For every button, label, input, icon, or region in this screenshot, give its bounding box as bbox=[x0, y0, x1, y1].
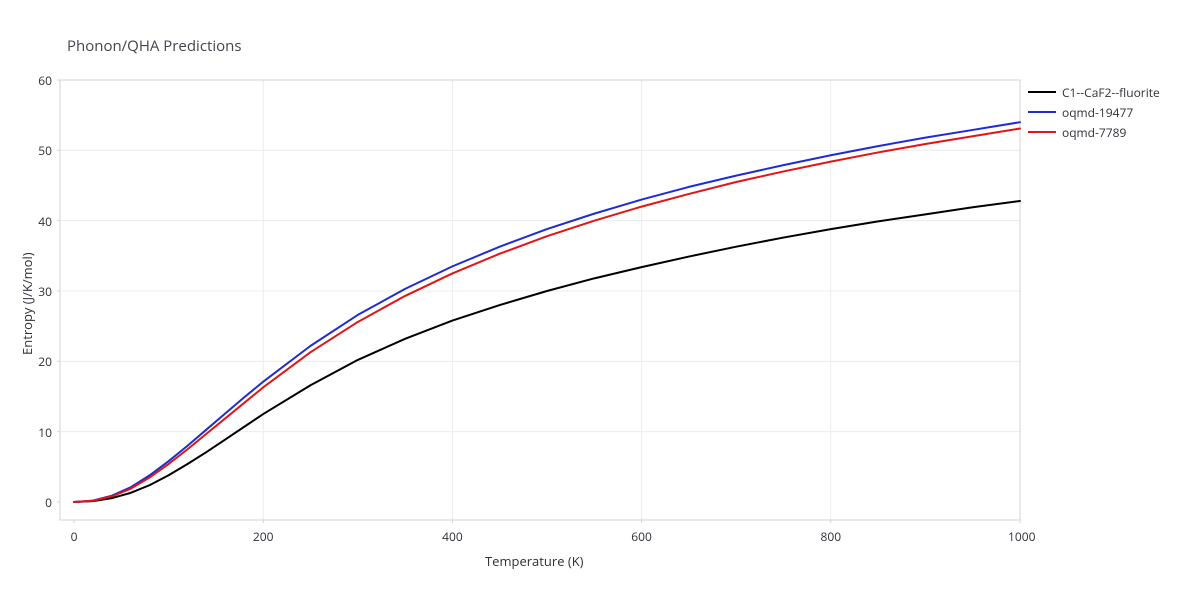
chart-title: Phonon/QHA Predictions bbox=[67, 36, 242, 56]
x-tick-label: 1000 bbox=[1008, 528, 1032, 545]
legend-swatch bbox=[1028, 91, 1056, 93]
chart-root: Phonon/QHA Predictions Temperature (K) E… bbox=[0, 0, 1200, 600]
legend-label: C1--CaF2--fluorite bbox=[1062, 84, 1160, 101]
y-tick-label: 0 bbox=[24, 494, 52, 511]
series-line bbox=[74, 201, 1020, 502]
legend-swatch bbox=[1028, 111, 1056, 113]
y-tick-label: 50 bbox=[24, 142, 52, 159]
legend-item[interactable]: oqmd-7789 bbox=[1028, 122, 1160, 142]
legend-label: oqmd-7789 bbox=[1062, 124, 1126, 141]
y-tick-label: 20 bbox=[24, 353, 52, 370]
legend: C1--CaF2--fluorite oqmd-19477 oqmd-7789 bbox=[1028, 82, 1160, 142]
legend-item[interactable]: C1--CaF2--fluorite bbox=[1028, 82, 1160, 102]
x-axis-label: Temperature (K) bbox=[485, 552, 584, 570]
y-tick-label: 40 bbox=[24, 213, 52, 230]
x-tick-label: 200 bbox=[251, 528, 275, 545]
y-axis-label: Entropy (J/K/mol) bbox=[18, 252, 36, 355]
x-tick-label: 0 bbox=[62, 528, 86, 545]
legend-item[interactable]: oqmd-19477 bbox=[1028, 102, 1160, 122]
legend-swatch bbox=[1028, 131, 1056, 133]
y-tick-label: 10 bbox=[24, 424, 52, 441]
x-tick-label: 400 bbox=[440, 528, 464, 545]
legend-label: oqmd-19477 bbox=[1062, 104, 1133, 121]
y-tick-label: 60 bbox=[24, 72, 52, 89]
x-tick-label: 600 bbox=[630, 528, 654, 545]
x-tick-label: 800 bbox=[819, 528, 843, 545]
y-tick-label: 30 bbox=[24, 283, 52, 300]
plot-area bbox=[57, 77, 1023, 523]
